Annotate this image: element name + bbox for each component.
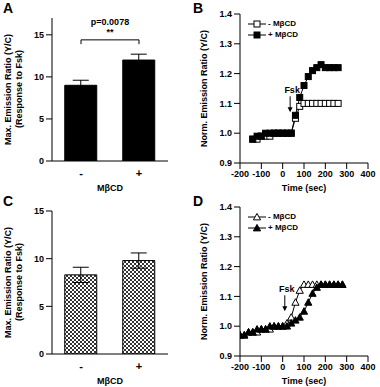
svg-text:100: 100 — [296, 362, 311, 372]
svg-text:400: 400 — [360, 362, 372, 372]
html-text:D: D — [193, 193, 204, 209]
svg-text:0: 0 — [39, 156, 44, 166]
html-text:Norm. Emission Ratio (Y/C): Norm. Emission Ratio (Y/C) — [198, 30, 209, 147]
html-text:(Response to Fsk): (Response to Fsk) — [14, 243, 24, 322]
svg-text:1.0: 1.0 — [219, 321, 232, 331]
svg-text:0: 0 — [280, 169, 285, 179]
html-text:+ MβCD: + MβCD — [268, 30, 298, 39]
svg-text:1.4: 1.4 — [219, 202, 232, 212]
html-text:Max. Emission Ratio (Y/C): Max. Emission Ratio (Y/C) — [3, 227, 14, 338]
html-text:- MβCD: - MβCD — [268, 212, 296, 221]
svg-text:-200: -200 — [231, 169, 249, 179]
svg-text:10: 10 — [34, 72, 44, 82]
svg-text:10: 10 — [34, 254, 44, 264]
svg-text:1.2: 1.2 — [219, 69, 232, 79]
svg-text:Fsk: Fsk — [284, 85, 301, 95]
html-text:+ MβCD: + MβCD — [268, 223, 298, 232]
svg-text:**: ** — [106, 27, 114, 37]
svg-text:100: 100 — [296, 169, 311, 179]
svg-text:p=0.0078: p=0.0078 — [91, 17, 129, 27]
svg-text:400: 400 — [360, 169, 372, 179]
html-text:Norm. Emission Ratio (Y/C): Norm. Emission Ratio (Y/C) — [198, 223, 209, 340]
svg-text:15: 15 — [34, 206, 44, 216]
svg-text:-200: -200 — [231, 362, 249, 372]
svg-text:1.3: 1.3 — [219, 232, 232, 242]
html-text:B: B — [193, 0, 204, 16]
svg-text:1.2: 1.2 — [219, 262, 232, 272]
html-text:A: A — [3, 0, 14, 16]
svg-text:300: 300 — [339, 169, 354, 179]
svg-text:+: + — [136, 167, 142, 179]
html-text:Max. Emission Ratio (Y/C): Max. Emission Ratio (Y/C) — [3, 34, 14, 145]
svg-text:-: - — [79, 167, 83, 179]
html-text:(Response to Fsk): (Response to Fsk) — [14, 50, 24, 129]
svg-text:200: 200 — [318, 362, 333, 372]
html-text:- MβCD: - MβCD — [268, 19, 296, 28]
svg-text:15: 15 — [34, 30, 44, 40]
svg-text:Fsk: Fsk — [279, 284, 296, 294]
svg-text:-: - — [79, 360, 83, 372]
svg-text:200: 200 — [318, 169, 333, 179]
svg-text:1.4: 1.4 — [219, 9, 232, 19]
svg-text:0: 0 — [280, 362, 285, 372]
svg-text:MβCD: MβCD — [97, 183, 123, 193]
svg-text:0.9: 0.9 — [219, 158, 232, 168]
svg-text:0: 0 — [39, 349, 44, 359]
svg-text:1.1: 1.1 — [219, 292, 232, 302]
svg-text:1.1: 1.1 — [219, 99, 232, 109]
svg-text:Time (sec): Time (sec) — [282, 183, 326, 193]
svg-text:5: 5 — [39, 114, 44, 124]
svg-text:300: 300 — [339, 362, 354, 372]
svg-text:1.0: 1.0 — [219, 128, 232, 138]
svg-text:-100: -100 — [252, 362, 270, 372]
svg-text:1.3: 1.3 — [219, 39, 232, 49]
svg-text:-100: -100 — [252, 169, 270, 179]
svg-text:+: + — [136, 360, 142, 372]
svg-text:5: 5 — [39, 302, 44, 312]
svg-text:MβCD: MβCD — [97, 376, 123, 386]
svg-text:Time (sec): Time (sec) — [282, 376, 326, 386]
svg-text:0.9: 0.9 — [219, 351, 232, 361]
html-text:C: C — [3, 193, 14, 209]
